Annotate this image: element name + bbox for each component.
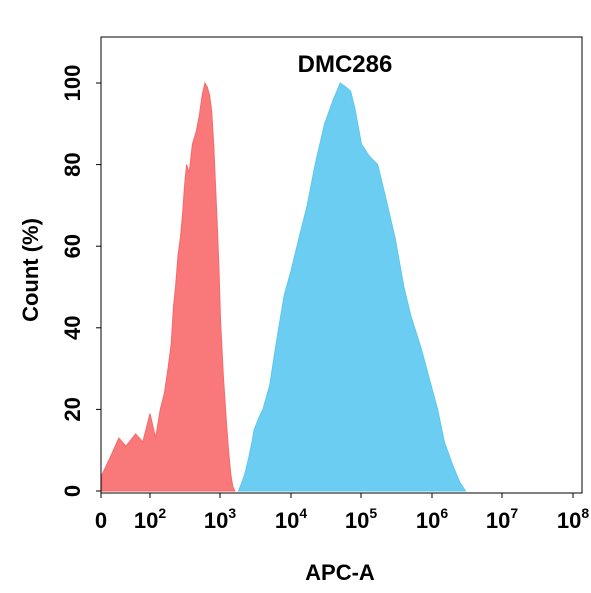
y-tick-group: 0 20 40 60 80 100 — [60, 65, 101, 497]
x-tick-label: 108 — [557, 505, 589, 533]
histogram-series-group — [101, 81, 467, 492]
x-tick-label: 106 — [416, 505, 448, 533]
x-tick-label: 104 — [275, 505, 307, 533]
y-axis-title: Count (%) — [18, 218, 43, 322]
y-tick-label: 60 — [60, 234, 85, 258]
x-axis-title: APC-A — [305, 560, 375, 585]
y-tick-label: 40 — [60, 316, 85, 340]
plot-frame — [100, 36, 583, 494]
x-tick-label: 0 — [95, 508, 107, 533]
axes-group — [100, 36, 583, 494]
x-tick-label: 107 — [486, 505, 518, 533]
y-tick-label: 100 — [60, 65, 85, 102]
y-tick-label: 20 — [60, 397, 85, 421]
histogram-series-1 — [101, 81, 236, 492]
x-tick-label: 105 — [345, 505, 377, 533]
x-tick-label: 103 — [204, 505, 236, 533]
histogram-series-2 — [237, 82, 467, 492]
chart-title: DMC286 — [298, 51, 393, 78]
x-tick-label: 102 — [134, 505, 166, 533]
y-tick-label: 80 — [60, 152, 85, 176]
x-tick-group: 0 102 103 104 105 106 107 108 — [95, 493, 589, 533]
y-tick-label: 0 — [60, 485, 85, 497]
